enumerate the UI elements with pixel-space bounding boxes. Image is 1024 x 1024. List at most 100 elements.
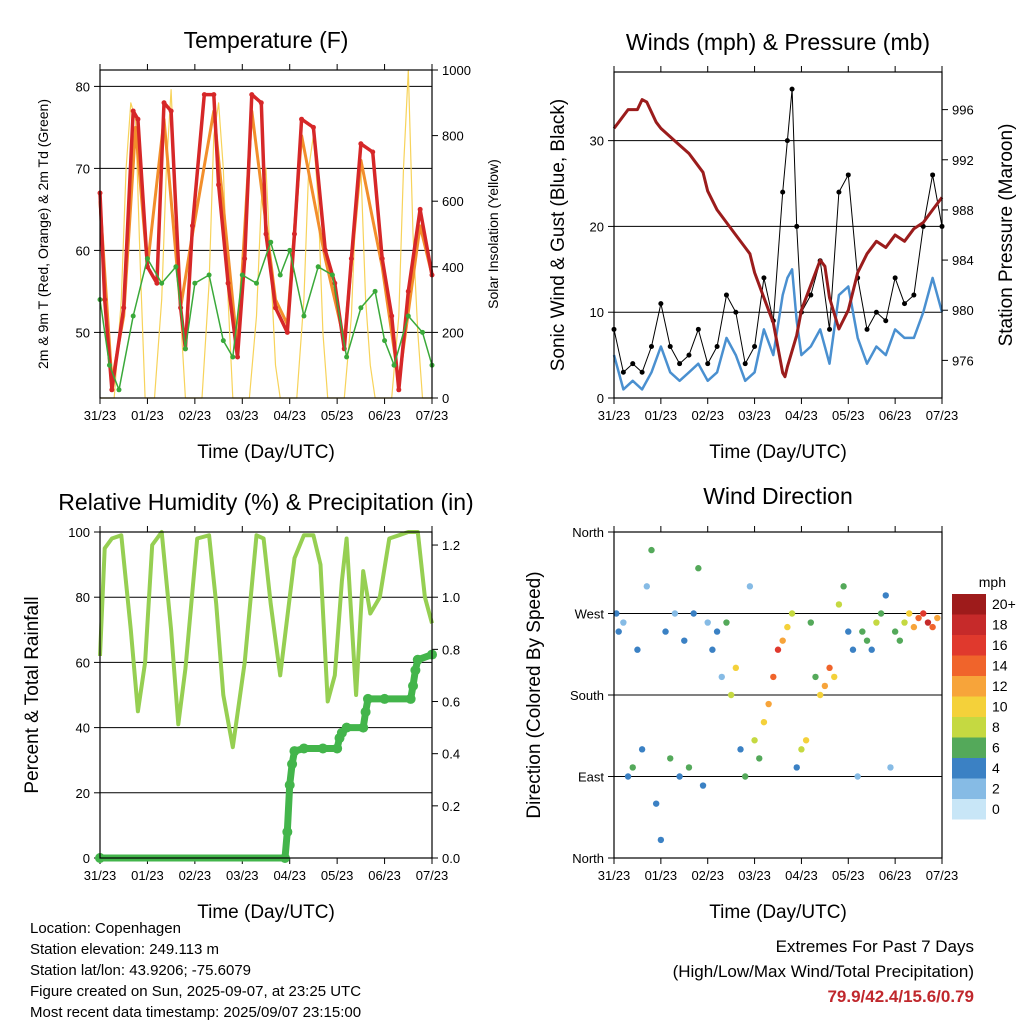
wind-direction-point [685,764,693,771]
wind-direction-point [629,764,636,771]
speed-legend-label: 2 [992,781,1000,797]
dir-y-tick-label: South [570,688,604,703]
td-point [287,247,293,253]
dir-x-tick-label: 06/23 [879,868,912,883]
sonic-wind-line [612,268,944,391]
td-point [106,362,112,368]
rh-y-tick-label: 100 [68,525,90,540]
wind-direction-point [835,601,843,608]
gust-point [845,172,851,178]
dir-title: Wind Direction [703,483,853,509]
t2m-point [109,387,115,393]
wind-direction-point [695,565,702,572]
wind-direction-point [816,691,824,699]
rh-title: Relative Humidity (%) & Precipitation (i… [58,489,473,515]
gust-point [836,189,842,195]
td-point [159,280,165,286]
rainfall-point [289,746,300,757]
td-line [99,241,433,391]
wind-direction-point [906,610,913,617]
wind-direction-point [807,619,814,626]
speed-legend-label: 20+ [992,596,1016,612]
td-point [382,338,388,344]
wind-direction-point [788,610,796,617]
t2m-point [358,141,364,147]
gust-point [827,326,833,332]
wind-x-tick-label: 06/23 [879,408,912,423]
temp-y2-tick-label: 600 [442,194,464,209]
t2m-point [102,297,108,303]
dir-x-tick-label: 31/23 [598,868,631,883]
gust-point [667,344,673,350]
gust-point [761,275,767,281]
t2m-point [284,329,290,335]
temp-y-label: 2m & 9m T (Red, Orange) & 2m Td (Green) [35,99,51,369]
speed-legend-label: 12 [992,678,1008,694]
wind-direction-point [821,682,829,690]
temp-x-tick-label: 01/23 [131,408,164,423]
td-point [358,305,364,311]
temp-y-tick-label: 80 [76,79,90,94]
wind-x-tick-label: 31/23 [598,408,631,423]
rh-y2-tick-label: 1.0 [442,590,460,605]
rainfall-point [410,665,421,676]
speed-legend-label: 10 [992,699,1008,715]
rainfall-point [379,693,390,704]
gust-point [630,361,636,367]
wind-direction-point [849,646,857,653]
speed-legend-label: 8 [992,719,1000,735]
rh-y2-tick-label: 0.6 [442,695,460,710]
wind-y-tick-label: 20 [590,219,604,234]
rainfall-point [317,743,328,754]
speed-legend-swatch [952,696,986,717]
wind-direction-point [638,746,646,753]
gust-point [677,361,683,367]
speed-legend-swatch [952,778,986,799]
wind-direction-point [873,619,880,626]
wind-direction-point [662,628,669,635]
t2m-point [348,256,354,262]
td-point [420,329,426,335]
speed-legend-swatch [952,758,986,779]
gust-point [911,292,917,298]
wind-x-tick-label: 01/23 [645,408,678,423]
td-point [301,313,307,319]
td-point [329,272,335,278]
wind-y-tick-label: 0 [597,391,604,406]
td-point [220,338,226,344]
gust-point [920,223,926,229]
t2m-point [189,223,195,229]
rh-x-tick-label: 01/23 [131,868,164,883]
rainfall-point [287,759,298,770]
wind-y-tick-label: 10 [590,305,604,320]
t2m-point [225,280,231,286]
wind-direction-point [924,619,932,626]
wind-direction-point [615,628,622,635]
dir-x-tick-label: 01/23 [645,868,678,883]
wind-y2-label: Station Pressure (Maroon) [996,124,1017,347]
wind-direction-point [863,637,871,644]
rh-x-tick-label: 03/23 [226,868,259,883]
dir-y-tick-label: West [575,607,605,622]
gust-point [892,275,898,281]
temp-x-label: Time (Day/UTC) [197,442,335,463]
speed-legend-label: 16 [992,637,1008,653]
td-point [116,387,122,393]
speed-legend-swatch [952,737,986,758]
t2m-point [201,92,207,98]
wind-direction-point [756,755,763,762]
t2m-point [154,280,160,286]
temp-y-tick-label: 70 [76,161,90,176]
td-point [182,346,188,352]
wind-direction-point [802,737,810,744]
gust-point [686,352,692,358]
gust-point [648,344,654,350]
wind-direction-point [793,764,800,771]
t2m-point [405,288,411,294]
wind-x-tick-label: 02/23 [691,408,724,423]
rh-y2-tick-label: 0.0 [442,851,460,866]
station-elevation: Station elevation: 249.113 m [30,941,220,958]
wind-direction-point [774,646,782,653]
data-timestamp: Most recent data timestamp: 2025/09/07 2… [30,1004,362,1021]
wind-y2-tick-label: 980 [952,303,974,318]
